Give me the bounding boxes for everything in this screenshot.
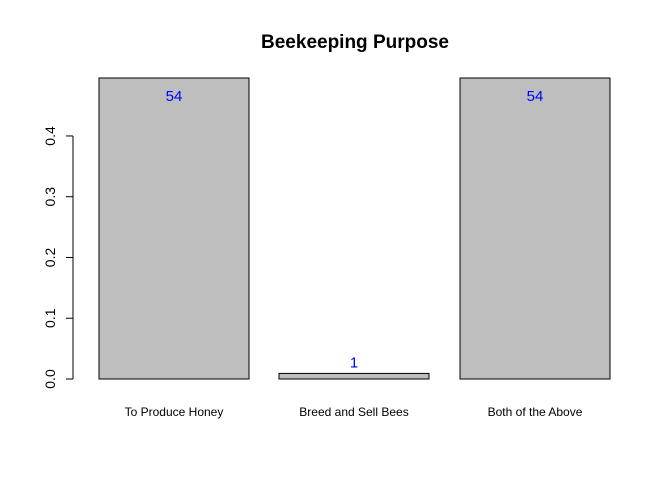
bar-0 bbox=[98, 77, 250, 380]
y-tick-label: 0.2 bbox=[42, 248, 58, 268]
y-axis: 0.0 0.1 0.2 0.3 0.4 bbox=[42, 126, 74, 389]
category-label: Both of the Above bbox=[488, 405, 583, 419]
chart-title: Beekeeping Purpose bbox=[261, 32, 449, 53]
y-tick-label: 0.4 bbox=[42, 126, 58, 146]
x-axis-labels: To Produce Honey Breed and Sell Bees Both … bbox=[125, 405, 583, 419]
y-tick-label: 0.3 bbox=[42, 187, 58, 207]
category-label: Breed and Sell Bees bbox=[299, 405, 408, 419]
data-label: 54 bbox=[166, 88, 183, 105]
data-label: 1 bbox=[350, 354, 358, 371]
data-labels: 54 1 54 bbox=[166, 88, 544, 371]
bar-1 bbox=[278, 372, 430, 380]
y-tick-label: 0.0 bbox=[42, 369, 58, 389]
bar-2 bbox=[459, 77, 611, 380]
y-tick-label: 0.1 bbox=[42, 308, 58, 328]
category-label: To Produce Honey bbox=[125, 405, 224, 419]
data-label: 54 bbox=[527, 88, 544, 105]
bars bbox=[98, 77, 611, 380]
